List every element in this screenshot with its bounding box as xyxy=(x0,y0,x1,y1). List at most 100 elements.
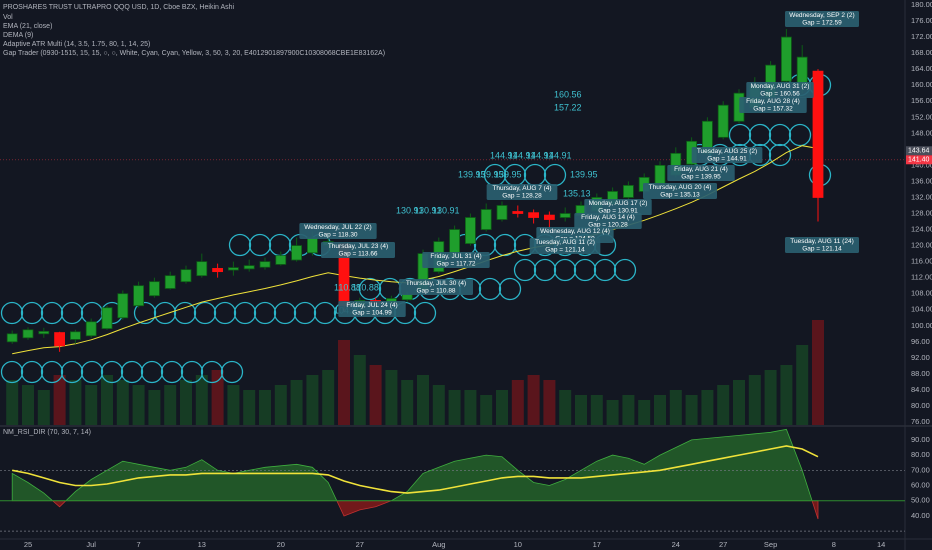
floating-label: 144.91 xyxy=(508,150,536,160)
annotation-box xyxy=(746,82,814,98)
gap-marker xyxy=(140,360,164,384)
annotation-text: Wednesday, SEP 2 (2) xyxy=(789,12,854,19)
volume-bar xyxy=(748,375,761,425)
volume-bar xyxy=(306,375,319,425)
annotation-text: Thursday, AUG 20 (4) xyxy=(649,184,712,191)
candle-body xyxy=(480,209,492,230)
candle-body xyxy=(544,214,555,220)
gap-marker xyxy=(60,301,84,325)
x-tick-label: Jul xyxy=(86,540,96,549)
candle-body xyxy=(243,265,255,270)
candle-body xyxy=(496,205,508,220)
volume-bar xyxy=(211,370,224,425)
rsi-area-up xyxy=(11,428,819,501)
chart-title: PROSHARES TRUST ULTRAPRO QQQ USD, 1D, Cb… xyxy=(3,4,235,11)
volume-bar xyxy=(338,340,350,425)
volume-bar xyxy=(353,355,366,425)
candle-body xyxy=(101,307,113,329)
gap-marker xyxy=(0,360,24,384)
annotation-text: Gap = 128.28 xyxy=(502,193,542,200)
indicator-label: Gap Trader (0930-1515, 15, 15, ○, ○, Whi… xyxy=(3,50,385,57)
floating-label: 110.88 xyxy=(334,282,361,292)
candle-body xyxy=(54,332,65,347)
volume-bar xyxy=(243,390,256,425)
candle-body xyxy=(306,237,318,254)
annotation-text: Gap = 157.32 xyxy=(753,106,793,113)
annotation-box xyxy=(321,242,395,258)
indicator-label: Adaptive ATR Multi (14, 3.5, 1.75, 80, 1… xyxy=(3,41,150,48)
price-tag xyxy=(906,155,932,165)
annotation-text: Friday, AUG 28 (4) xyxy=(746,98,800,105)
volume-bar xyxy=(559,390,572,425)
annotation-box xyxy=(785,237,859,253)
gap-marker xyxy=(533,258,557,282)
gap-marker xyxy=(20,360,44,384)
y-tick-label: 90.00 xyxy=(911,435,930,444)
candle-body xyxy=(148,281,160,297)
candle-body xyxy=(717,104,729,138)
volume-bar xyxy=(796,345,809,425)
y-tick-label: 96.00 xyxy=(911,337,930,346)
gap-marker xyxy=(233,301,257,325)
gap-marker xyxy=(220,360,244,384)
annotation-box xyxy=(691,147,763,163)
candle-body xyxy=(623,185,634,198)
annotation-text: Gap = 135.13 xyxy=(660,192,700,199)
y-tick-label: 70.00 xyxy=(911,465,930,474)
x-tick-label: Aug xyxy=(432,540,445,549)
candle-body xyxy=(133,285,145,307)
gap-marker xyxy=(728,123,752,147)
y-tick-label: 88.00 xyxy=(911,369,930,378)
annotation-text: Gap = 117.72 xyxy=(436,261,475,268)
volume-bar xyxy=(717,385,730,425)
annotation-text: Tuesday, AUG 11 (24) xyxy=(790,238,853,245)
candle-body xyxy=(180,269,192,283)
volume-bar xyxy=(480,395,493,425)
volume-bar xyxy=(527,375,540,425)
indicator-label: NM_RSI_DIR (70, 30, 7, 14) xyxy=(3,429,91,436)
annotation-text: Gap = 139.95 xyxy=(681,174,721,181)
gap-marker xyxy=(573,258,597,282)
price-tag xyxy=(906,146,932,156)
volume-bar xyxy=(606,400,619,425)
gap-marker xyxy=(60,360,84,384)
floating-label: 130.91 xyxy=(432,205,460,215)
annotation-box xyxy=(739,97,807,113)
gap-marker xyxy=(0,301,24,325)
volume-bar xyxy=(6,380,19,425)
volume-bar xyxy=(53,375,66,425)
candle-body xyxy=(212,268,224,273)
y-tick-label: 164.00 xyxy=(911,64,932,73)
gap-marker xyxy=(100,360,124,384)
volume-bar xyxy=(417,375,429,425)
gap-marker xyxy=(40,360,64,384)
gap-marker xyxy=(133,301,157,325)
y-tick-label: 180.00 xyxy=(911,0,932,9)
candle-body xyxy=(275,255,287,265)
annotation-text: Gap = 172.59 xyxy=(802,20,842,27)
candle-body xyxy=(291,245,303,261)
y-tick-label: 132.00 xyxy=(911,192,932,201)
y-tick-label: 100.00 xyxy=(911,321,932,330)
y-tick-label: 172.00 xyxy=(911,32,932,41)
annotation-text: Thursday, JUL 30 (4) xyxy=(406,280,466,287)
volume-bar xyxy=(701,390,714,425)
annotation-text: Gap = 118.30 xyxy=(318,232,357,239)
x-tick-label: 25 xyxy=(24,540,32,549)
floating-label: 139.95 xyxy=(570,169,598,179)
gap-marker xyxy=(273,301,297,325)
annotation-text: Friday, JUL 31 (4) xyxy=(430,253,481,260)
volume-bar xyxy=(622,395,635,425)
x-tick-label: 20 xyxy=(277,540,285,549)
x-tick-label: 27 xyxy=(719,540,727,549)
volume-bar xyxy=(464,390,477,425)
floating-label: 130.91 xyxy=(414,205,442,215)
y-tick-label: 80.00 xyxy=(911,450,930,459)
annotation-box xyxy=(486,184,558,200)
gap-marker xyxy=(193,301,217,325)
volume-bar xyxy=(733,380,745,425)
gap-marker xyxy=(253,301,277,325)
y-tick-label: 128.00 xyxy=(911,208,932,217)
